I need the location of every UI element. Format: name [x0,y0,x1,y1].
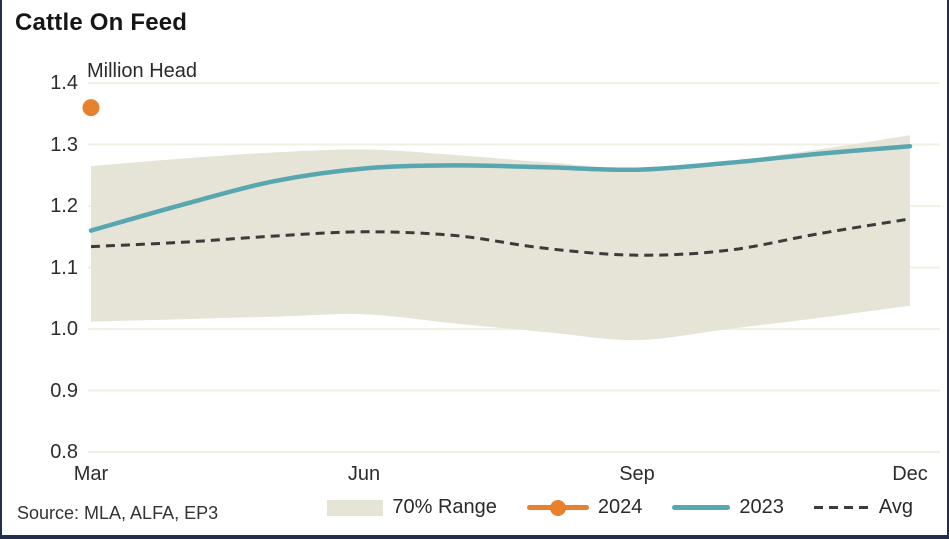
y-tick-label: 1.4 [50,72,78,94]
frame-bottom-bar [0,535,949,539]
dot-icon [549,499,566,516]
dashed-line-swatch-icon [813,506,870,509]
y-tick-label: 1.0 [50,318,78,340]
x-tick-label: Jun [347,463,381,485]
y-tick-label: 1.3 [50,133,78,156]
chart-title: Cattle On Feed [15,9,188,36]
frame-left-border [0,0,2,539]
y-tick-label: 0.8 [50,441,78,463]
legend-label: 2023 [739,496,784,518]
legend-label: Avg [878,496,913,518]
legend-item-70-range: 70% Range [327,496,497,519]
legend: 70% Range 2024 2023 Avg [327,496,913,519]
point-2024 [82,99,100,117]
y-axis-title: Million Head [87,60,198,82]
range-band-area [91,135,910,341]
x-tick-label: Dec [892,463,928,485]
source-note: Source: MLA, ALFA, EP3 [17,503,219,523]
frame-right-border [947,0,949,539]
legend-item-2024: 2024 [526,496,643,519]
dot-line-swatch-icon [526,499,589,516]
legend-label: 2024 [597,496,643,518]
x-tick-label: Mar [73,463,109,485]
range-band-swatch-icon [327,499,384,516]
line-2023 [88,144,913,233]
y-tick-label: 1.2 [50,195,78,217]
line-swatch-icon [672,505,731,510]
y-tick-label: 1.1 [50,256,78,279]
plot-svg [82,82,940,453]
y-tick-label: 0.9 [50,379,78,402]
x-tick-label: Sep [619,463,655,485]
legend-label: 70% Range [392,496,497,518]
legend-item-avg: Avg [813,496,913,519]
avg-line [90,217,911,257]
legend-item-2023: 2023 [672,496,784,519]
